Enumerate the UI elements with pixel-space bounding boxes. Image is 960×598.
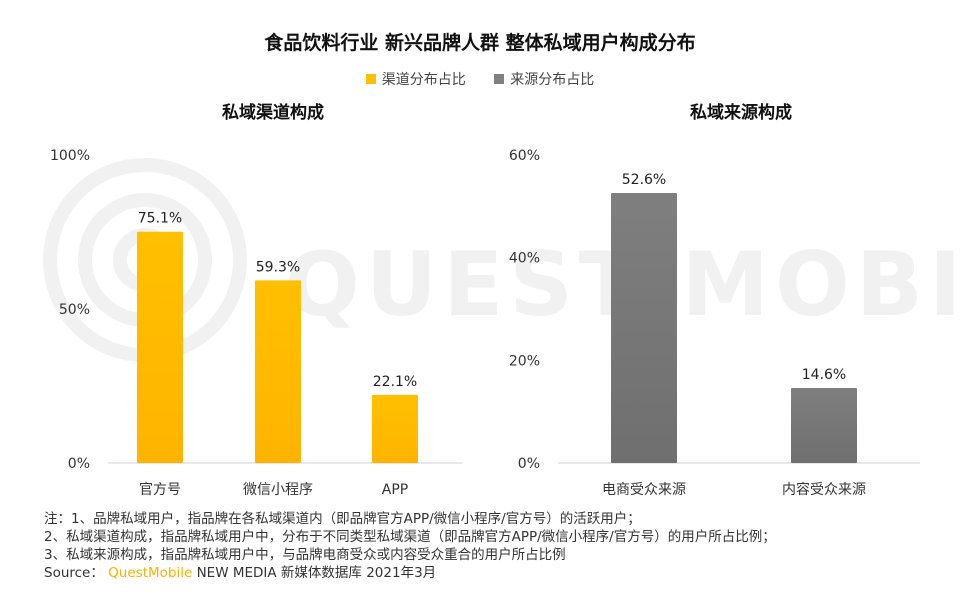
legend-item-source: 来源分布占比 [494,69,594,89]
source-prefix: Source： [44,565,104,581]
legend-swatch-yellow [365,74,376,84]
legend-swatch-gray [494,74,505,84]
data-label: 14.6% [802,367,846,383]
x-tick-label: 官方号 [139,482,181,498]
source-brand: QuestMobile [108,565,193,581]
source-line: Source： QuestMobile NEW MEDIA 新媒体数据库 202… [44,564,776,582]
legend-label: 渠道分布占比 [381,72,466,88]
x-tick-label: APP [382,482,408,498]
y-tick-label: 50% [59,302,90,318]
data-label: 59.3% [256,259,300,275]
channel-bar-chart: 0% 50% 100% 75.1% 官方号 59.3% 微信小程序 22.1% APP [50,148,462,498]
x-tick-label: 内容受众来源 [782,481,866,498]
data-label: 52.6% [622,172,666,188]
notes: 注：1、品牌私域用户，指品牌在各私域渠道内（即品牌官方APP/微信小程序/官方号… [44,510,776,582]
bar [255,280,301,463]
y-tick-label: 100% [50,148,90,164]
source-rest: NEW MEDIA 新媒体数据库 2021年3月 [192,565,437,581]
y-tick-label: 60% [509,148,540,164]
note-line: 2、私域渠道构成，指品牌私域用户中，分布于不同类型私域渠道（即品牌官方APP/微… [44,529,776,545]
right-chart-title: 私域来源构成 [690,103,792,123]
source-bar-chart: 0% 20% 40% 60% 52.6% 电商受众来源 14.6% 内容受众来源 [509,148,920,498]
legend: 渠道分布占比 来源分布占比 [0,69,960,89]
chart-title: 食品饮料行业 新兴品牌人群 整体私域用户构成分布 [264,32,696,54]
y-tick-label: 0% [518,456,540,472]
y-tick-label: 40% [509,251,540,267]
bar [137,231,183,463]
note-line: 注：1、品牌私域用户，指品牌在各私域渠道内（即品牌官方APP/微信小程序/官方号… [44,511,641,527]
legend-item-channel: 渠道分布占比 [365,69,466,89]
legend-label: 来源分布占比 [510,72,595,88]
y-tick-label: 0% [68,456,90,472]
data-label: 75.1% [138,211,182,227]
x-tick-label: 微信小程序 [243,482,313,498]
y-tick-label: 20% [509,353,540,369]
note-line: 3、私域来源构成，指品牌私域用户中，与品牌电商受众或内容受众重合的用户所占比例 [44,547,566,563]
bar [372,394,418,463]
bar [611,192,677,463]
data-label: 22.1% [373,374,417,390]
x-tick-label: 电商受众来源 [602,482,686,498]
bar [791,388,857,463]
left-chart-title: 私域渠道构成 [222,103,324,123]
